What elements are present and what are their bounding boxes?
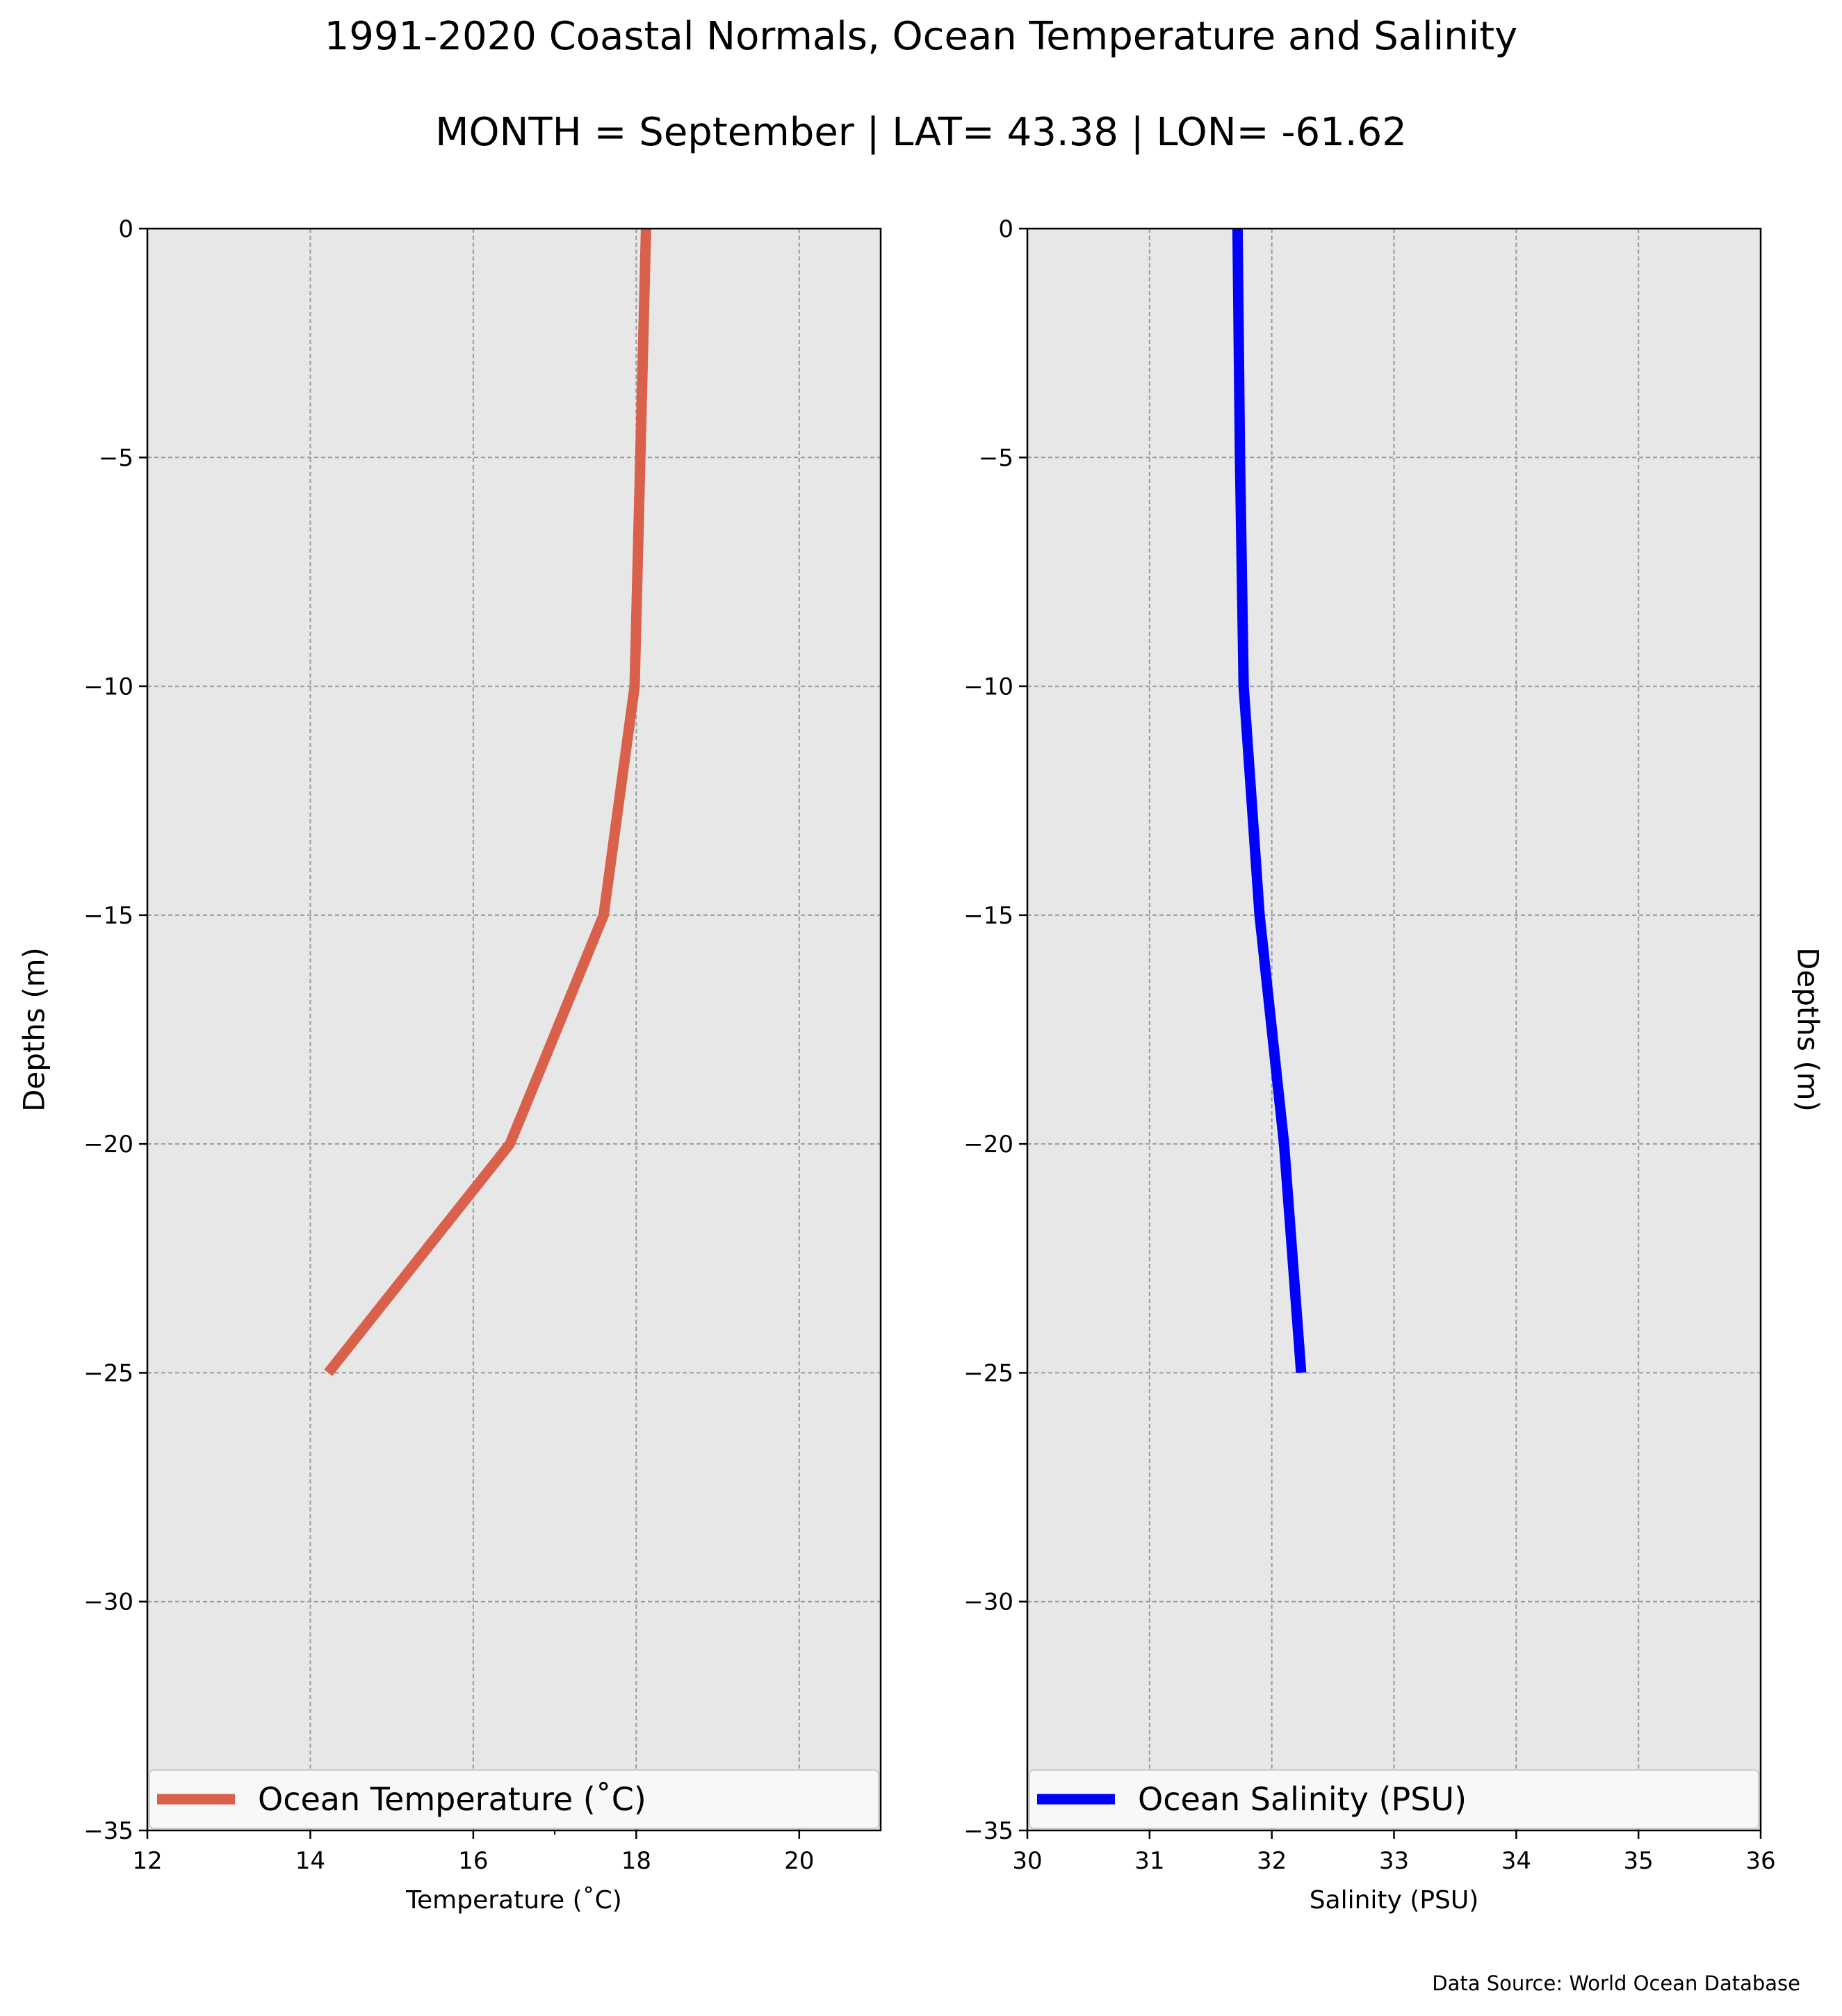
x-tick-label: 31 [1134, 1847, 1164, 1875]
y-tick-label: 0 [998, 215, 1013, 243]
y-tick-label: −25 [83, 1359, 133, 1387]
y-tick-label: −35 [83, 1817, 133, 1845]
x-tick-label: 35 [1624, 1847, 1654, 1875]
data-source-note: Data Source: World Ocean Database [1432, 1972, 1800, 1995]
y-tick-label: −10 [83, 673, 133, 701]
x-tick-label: 33 [1379, 1847, 1409, 1875]
x-tick-label: 30 [1012, 1847, 1042, 1875]
chart-title: 1991-2020 Coastal Normals, Ocean Tempera… [324, 14, 1518, 59]
y-tick-label: −35 [963, 1817, 1013, 1845]
x-axis-label: Temperature (˚C) [405, 1886, 622, 1915]
y-tick-label: −15 [83, 902, 133, 930]
y-tick-label: −20 [83, 1131, 133, 1158]
x-tick-label: 20 [784, 1847, 814, 1875]
y-tick-label: 0 [118, 215, 133, 243]
y-tick-label: −15 [963, 902, 1013, 930]
legend-label: Ocean Temperature (˚C) [258, 1780, 646, 1818]
axes-frame [146, 227, 882, 1832]
legend-box [1029, 1769, 1759, 1829]
x-axis-label: Salinity (PSU) [1310, 1886, 1479, 1915]
y-tick-label: −20 [963, 1131, 1013, 1158]
chart-panel-1: Ocean Temperature (˚C) 0 −5 −10 −15 −20 −25 −30… [17, 215, 882, 1915]
legend: Ocean Temperature (˚C) [149, 1769, 879, 1829]
y-axis-label: Depths (m) [17, 947, 51, 1112]
series-line-2-1 [1232, 228, 1307, 1373]
x-tick-label: 12 [132, 1847, 162, 1875]
plot-area [147, 229, 881, 1830]
x-tick-label: 36 [1745, 1847, 1775, 1875]
legend: Ocean Salinity (PSU) [1029, 1769, 1759, 1829]
y-tick-label: −30 [83, 1589, 133, 1616]
legend-box [149, 1769, 879, 1829]
x-tick-label: 14 [295, 1847, 325, 1875]
series-line-1-1 [324, 228, 651, 1377]
y-axis-label: Depths (m) [1791, 947, 1825, 1112]
x-tick-label: 34 [1501, 1847, 1531, 1875]
chart-panel-2: Ocean Salinity (PSU) 0 −5 −10 −15 −20 −25 −30 −3… [963, 215, 1825, 1915]
legend-label: Ocean Salinity (PSU) [1138, 1780, 1467, 1818]
y-tick-label: −5 [99, 444, 133, 472]
y-tick-label: −10 [963, 673, 1013, 701]
chart-subtitle: MONTH = September | LAT= 43.38 | LON= -6… [435, 110, 1407, 155]
x-tick-label: 18 [621, 1847, 651, 1875]
y-tick-label: −30 [963, 1589, 1013, 1616]
y-tick-label: −25 [963, 1359, 1013, 1387]
x-tick-label: 16 [458, 1847, 488, 1875]
x-tick-label: 32 [1257, 1847, 1287, 1875]
y-tick-label: −5 [979, 444, 1013, 472]
